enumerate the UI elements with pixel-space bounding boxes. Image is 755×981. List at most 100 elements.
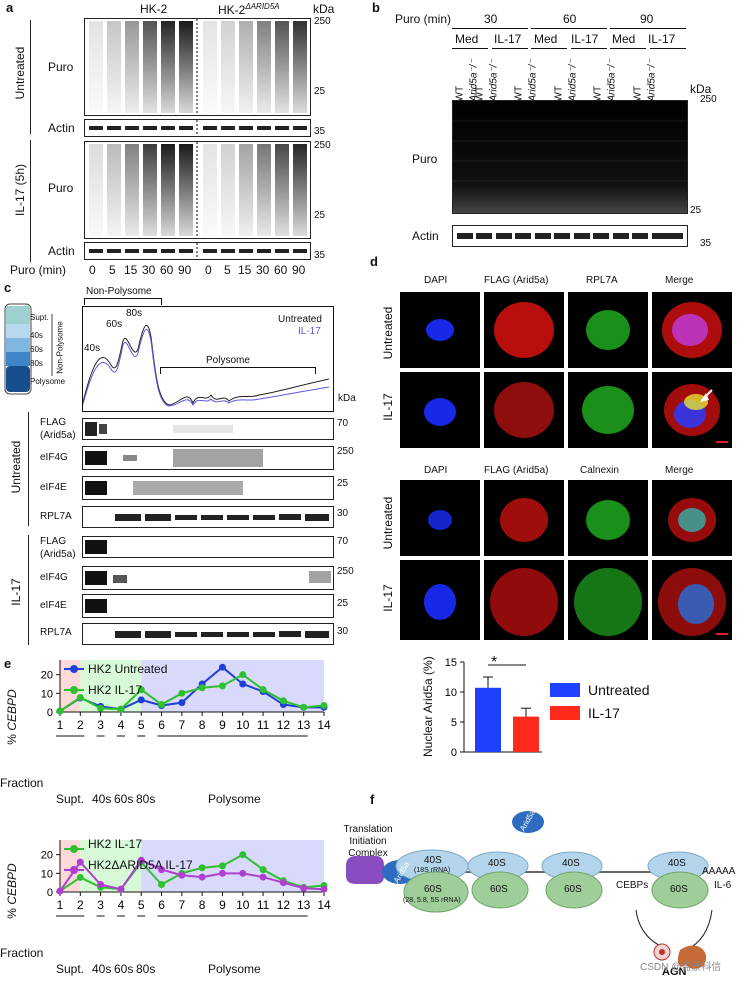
line-x-tick-label: 7 [179,898,186,912]
c-blot-label-eif4e-u: eIF4E [40,482,67,493]
panel-a-col-right: HK-2ΔARID5A [218,2,280,17]
line-x-tick-label: 10 [236,898,250,912]
tube-label-polysome: Polysome [30,377,66,386]
c-blot-eif4e-untreated [82,476,334,500]
c-blot-flag-il17 [82,536,334,558]
series-point-1 [56,887,64,895]
line-x-tick-label: 11 [257,718,270,732]
panel-a-kda: kDa [313,2,335,16]
bar-y-tick-label: 10 [445,687,457,699]
panel-b-cond: IL-17 [494,32,522,46]
panel-c-group-untreated: Untreated [9,440,23,494]
lane-label: 60 [274,263,288,277]
line-y-tick-label: 10 [41,688,53,700]
genotype-label: Arid5a⁻/⁻ [488,59,500,102]
nuclear-bar-chart: 0 5 10 15 [445,657,542,759]
panel-b-cond: IL-17 [571,32,599,46]
panel-b-puro-blot [452,100,688,214]
e1-legend-2: HK2 IL-17 [88,683,143,697]
line-x-tick-label: 10 [236,718,250,732]
c-marker-30-u: 30 [337,508,349,519]
panel-a-actin-label-1: Actin [48,121,75,135]
genotype-label: WT [474,85,486,102]
line-y-tick-label: 20 [41,670,53,682]
fraction-band-0 [60,840,81,892]
peak-40s: 40s [84,343,101,354]
e1-group-40s: 40s [92,792,112,806]
genotype-label: WT [553,85,565,102]
e2-group-supt: Supt. [56,962,85,976]
c-blot-label-eif4g-u: eIF4G [40,452,68,463]
peak-60s: 60s [106,319,123,330]
panel-a-puro-bands-1 [89,19,307,115]
line-x-tick-label: 12 [277,898,291,912]
line-x-tick-label: 3 [97,898,104,912]
legend-marker-0 [70,845,78,853]
c-blot-label-flag-u: FLAG (Arid5a) [40,417,76,441]
e1-legend-1: HK2 Untreated [88,662,168,676]
f-40s-4: 40S [668,858,686,869]
panel-c-nonpoly-bracket [84,298,162,305]
panel-b-puro-label: Puro [412,152,438,166]
series-point-1 [198,684,206,692]
f-60s-2: 60S [490,884,508,895]
series-point-1 [117,885,125,893]
line-y-tick-label: 30 [41,660,53,663]
line-x-tick-label: 8 [199,898,206,912]
line-x-tick-label: 13 [297,898,311,912]
e1-group-80s: 80s [136,792,156,806]
d-title-rpl7a: RPL7A [586,275,618,286]
d-title-merge-1: Merge [665,275,694,286]
c-blot-label-eif4e-il: eIF4E [40,600,67,611]
watermark: CSDN @盖景科信 [640,962,722,973]
d-row-label-il17-2: IL-17 [381,584,395,612]
d-title-merge-2: Merge [665,465,694,476]
panel-a-il17-bracket [30,140,31,262]
d-bar-ylabel: Nuclear Arid5a (%) [421,656,435,757]
series-point-1 [320,885,328,893]
d-bar-legend-untreated: Untreated [588,682,650,698]
profile-legend-il17: IL-17 [298,326,321,337]
panel-b-time-underline-30 [452,28,528,29]
c-blot-rpl7a-untreated [82,506,334,528]
series-point-1 [300,703,308,711]
panel-b-actin-blot [452,225,688,247]
panel-a-marker-35-bottom: 35 [314,250,326,261]
panel-b-time-underline-60 [531,28,607,29]
panel-a-actin-blot-untreated [84,119,311,137]
tube-label-60s: 60s [30,345,43,354]
f-60s-4: 60S [670,884,688,895]
line-x-tick-label: 2 [77,718,84,732]
genotype-label: Arid5a⁻/⁻ [567,59,579,102]
tube-label-80s: 80s [30,359,43,368]
panel-a-marker-25-top: 25 [314,86,326,97]
translation-schematic [346,811,713,969]
series-point-1 [158,866,166,874]
line-x-tick-label: 2 [77,898,84,912]
panel-d-letter: d [370,254,378,269]
series-point-1 [56,707,64,715]
panel-e-letter: e [4,656,12,671]
f-40s-2: 40S [488,858,506,869]
series-point-0 [218,862,226,870]
panel-c-group-il17: IL-17 [9,578,23,606]
c-blot-label-rpl7a-u: RPL7A [40,511,72,522]
d-bar-legend-il17-swatch [550,706,580,720]
c-marker-25-il: 25 [337,598,349,609]
e1-xlabel: Fraction [0,776,44,790]
e2-group-80s: 80s [136,962,156,976]
series-point-1 [158,701,166,709]
line-x-tick-label: 14 [317,898,331,912]
e2-group-40s: 40s [92,962,112,976]
f-cebps: CEBPs [616,880,649,891]
d-row-label-untreated-1: Untreated [381,306,395,360]
peak-80s: 80s [126,308,143,319]
panel-b-time-30: 30 [484,12,498,26]
line-x-tick-label: 1 [57,718,64,732]
cebpd-line-chart-2: 01020301234567891011121314 [41,840,331,917]
series-point-1 [279,697,287,705]
c-marker-70-il: 70 [337,536,349,547]
line-y-tick-label: 30 [41,840,53,843]
f-60s-1: 60S [424,884,442,895]
panel-b-actin-label: Actin [412,229,439,243]
